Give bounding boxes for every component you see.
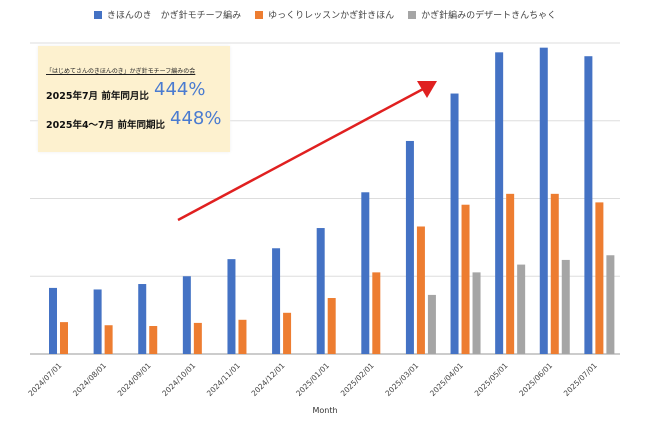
bar [595, 202, 604, 354]
legend-item-1[interactable]: ゆっくりレッスンかぎ針きほん [255, 8, 394, 21]
x-tick-label: 2025/02/01 [339, 361, 376, 398]
x-tick-label: 2024/12/01 [250, 361, 287, 398]
bar [450, 93, 459, 354]
bar [372, 272, 381, 354]
legend-label: ゆっくりレッスンかぎ針きほん [268, 11, 395, 21]
legend-swatch [255, 11, 264, 19]
bar [561, 259, 570, 354]
x-tick-label: 2025/06/01 [517, 361, 554, 398]
bar [327, 298, 336, 354]
info-subtitle: 「はじめてさんのきほんのき」かぎ針モチーフ編みの会 [46, 68, 196, 75]
bar [238, 319, 247, 354]
bar [427, 294, 436, 354]
bar [283, 312, 292, 354]
bar [472, 272, 481, 354]
legend-item-0[interactable]: きほんのき かぎ針モチーフ編み [93, 8, 242, 21]
x-tick-label: 2024/10/01 [160, 361, 197, 398]
info-row1-value: 444% [154, 79, 206, 100]
trend-arrow-line [177, 86, 426, 222]
bar [93, 289, 102, 354]
bar [104, 325, 113, 354]
bar [316, 228, 325, 354]
legend-label: きほんのき かぎ針モチーフ編み [106, 11, 242, 21]
x-tick-label: 2025/04/01 [428, 361, 465, 398]
bar [149, 326, 158, 354]
bar [361, 192, 370, 354]
bar [182, 276, 191, 354]
bar [539, 47, 548, 354]
bar [584, 56, 593, 354]
info-row1-label: 2025年7月 前年同月比 [46, 91, 149, 102]
legend-swatch [408, 11, 417, 19]
bar [495, 52, 504, 355]
bar [138, 284, 147, 354]
x-tick-label: 2025/05/01 [473, 361, 510, 398]
info-box: 「はじめてさんのきほんのき」かぎ針モチーフ編みの会 2025年7月 前年同月比 … [38, 46, 230, 152]
bar [193, 322, 202, 354]
x-tick-label: 2024/07/01 [26, 361, 63, 398]
legend-swatch [93, 11, 102, 19]
bar [461, 204, 470, 354]
x-tick-label: 2025/01/01 [294, 361, 331, 398]
bar [416, 226, 425, 354]
bar [49, 287, 57, 354]
trend-arrow-head [417, 81, 437, 98]
legend-label: かぎ針編みのデザートきんちゃく [421, 11, 557, 21]
bar [272, 248, 281, 354]
x-tick-label: 2025/03/01 [383, 361, 420, 398]
bar [405, 140, 414, 354]
bar [606, 255, 615, 354]
x-tick-label: 2024/11/01 [205, 361, 242, 398]
info-row2-label: 2025年4〜7月 前年同期比 [46, 120, 165, 131]
legend: きほんのき かぎ針モチーフ編み ゆっくりレッスンかぎ針きほん かぎ針編みのデザー… [0, 8, 650, 21]
info-row2-value: 448% [170, 108, 222, 129]
x-axis-title: Month [312, 406, 338, 415]
x-tick-label: 2024/08/01 [71, 361, 108, 398]
x-tick-label: 2025/07/01 [562, 361, 599, 398]
bar [227, 259, 236, 354]
bar [550, 193, 559, 354]
bar [60, 322, 68, 354]
x-tick-label: 2024/09/01 [116, 361, 153, 398]
bar [506, 193, 515, 354]
bar [517, 264, 526, 354]
legend-item-2[interactable]: かぎ針編みのデザートきんちゃく [408, 8, 556, 21]
